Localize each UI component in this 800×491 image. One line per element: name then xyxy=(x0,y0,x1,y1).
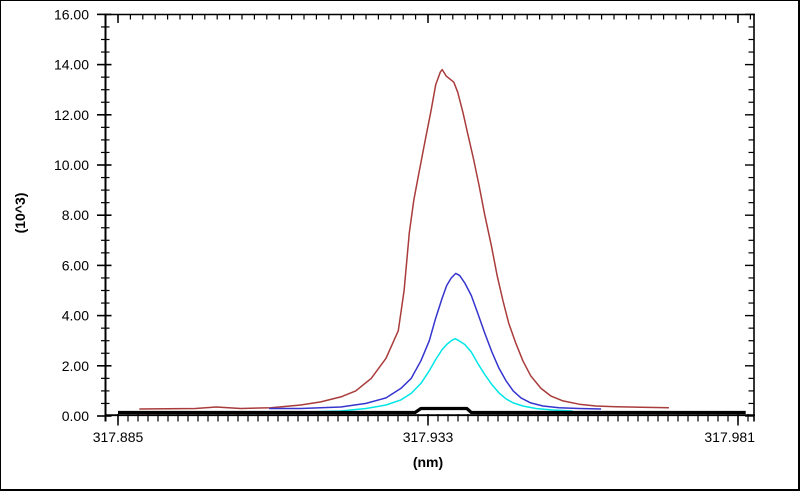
axis-labels: 16.00 14.00 12.00 10.00 8.00 6.00 4.00 2.00 0.00… xyxy=(12,6,755,470)
x-tick-label: 317.885 xyxy=(93,429,144,445)
trace-blue xyxy=(269,272,602,410)
trace-black-baseline xyxy=(118,406,746,415)
x-axis-title: (nm) xyxy=(413,454,443,470)
y-tick-label: 14.00 xyxy=(54,57,89,73)
y-axis-title: (10^3) xyxy=(12,193,28,234)
y-tick-label: 12.00 xyxy=(54,107,89,123)
y-tick-label: 4.00 xyxy=(62,308,89,324)
trace-cyan xyxy=(305,337,573,413)
y-tick-label: 10.00 xyxy=(54,157,89,173)
trace-dark-red xyxy=(139,68,669,410)
y-tick-label: 16.00 xyxy=(54,6,89,22)
y-tick-label: 0.00 xyxy=(62,408,89,424)
x-tick-label: 317.981 xyxy=(704,429,755,445)
y-tick-label: 2.00 xyxy=(62,358,89,374)
y-tick-label: 8.00 xyxy=(62,207,89,223)
axes xyxy=(104,13,755,422)
x-tick-label: 317.933 xyxy=(403,429,454,445)
y-tick-label: 6.00 xyxy=(62,257,89,273)
axis-ticks xyxy=(97,13,754,426)
series xyxy=(118,68,746,415)
